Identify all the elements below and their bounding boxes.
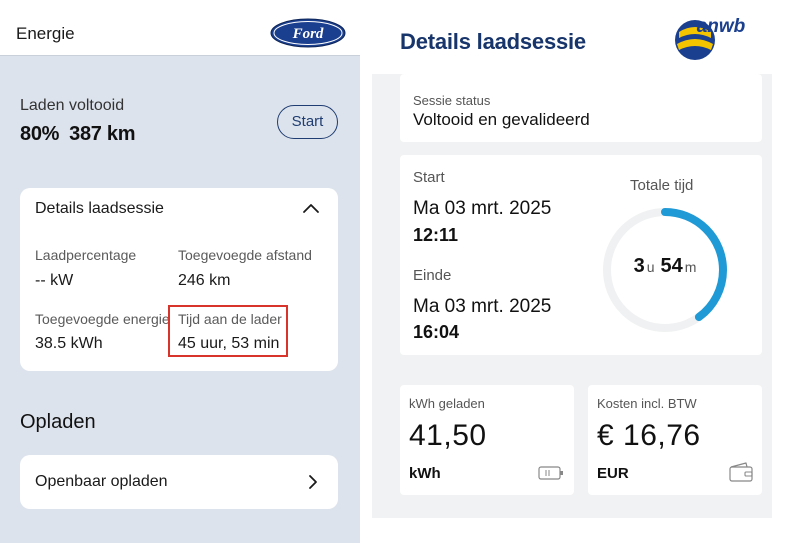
highlight-box — [168, 305, 288, 357]
details-card: Details laadsessie Laadpercentage -- kW … — [20, 188, 338, 371]
details-card-title: Details laadsessie — [35, 200, 164, 217]
cost-value: € 16,76 — [597, 419, 701, 452]
ring-progress — [603, 208, 727, 332]
cell-value-added-range: 246 km — [178, 272, 231, 289]
anwb-panel: Details laadsessie anwb Sessie status Vo… — [360, 0, 800, 543]
cost-card: Kosten incl. BTW € 16,76 EUR — [588, 385, 762, 495]
anwb-logo: anwb — [675, 16, 746, 60]
total-minutes-unit: m — [684, 259, 697, 275]
charging-section-title: Opladen — [20, 411, 96, 433]
anwb-logo-text: anwb — [697, 16, 746, 37]
start-button[interactable]: Start — [277, 105, 338, 139]
ford-logo-text: Ford — [292, 26, 324, 42]
chevron-right-icon — [309, 475, 317, 489]
total-time-ring — [603, 208, 727, 332]
page-title: Details laadsessie — [400, 29, 586, 54]
charge-status-label: Laden voltooid — [20, 97, 125, 114]
ford-panel: Energie Ford Laden voltooid 80% 387 km St… — [0, 0, 360, 543]
session-status-value: Voltooid en gevalideerd — [413, 110, 590, 129]
session-status-card: Sessie status Voltooid en gevalideerd — [400, 74, 762, 142]
cost-unit: EUR — [597, 465, 629, 482]
session-times-card: Start Ma 03 mrt. 2025 12:11 Einde Ma 03 … — [400, 155, 762, 355]
ford-header: Energie Ford — [0, 0, 360, 56]
cell-value-charge-rate: -- kW — [35, 272, 74, 289]
kwh-card: kWh geladen 41,50 kWh — [400, 385, 574, 495]
header-title: Energie — [16, 24, 75, 43]
start-time: 12:11 — [413, 225, 459, 245]
end-time: 16:04 — [413, 322, 460, 342]
public-charging-label: Openbaar opladen — [35, 473, 168, 490]
end-date: Ma 03 mrt. 2025 — [413, 296, 552, 317]
ford-logo: Ford — [270, 18, 346, 48]
end-label: Einde — [413, 267, 452, 284]
total-minutes: 54 — [660, 255, 683, 277]
cell-label-charge-rate: Laadpercentage — [35, 247, 137, 263]
total-time-value: 3 u 54 m — [600, 255, 730, 278]
cell-value-time-at-charger: 45 uur, 53 min — [178, 335, 280, 352]
start-label: Start — [413, 169, 445, 186]
battery-icon — [538, 466, 563, 480]
range-value: 387 km — [69, 123, 136, 145]
session-status-label: Sessie status — [413, 93, 491, 108]
battery-percent: 80% — [20, 123, 60, 145]
kwh-unit: kWh — [409, 465, 441, 482]
cell-label-time-at-charger: Tijd aan de lader — [178, 311, 282, 327]
total-hours-unit: u — [646, 259, 655, 275]
kwh-value: 41,50 — [409, 419, 487, 452]
session-body: Sessie status Voltooid en gevalideerd St… — [372, 74, 772, 518]
cell-label-added-range: Toegevoegde afstand — [178, 247, 312, 263]
chevron-up-icon[interactable] — [302, 202, 320, 214]
total-time-label: Totale tijd — [630, 177, 694, 194]
cell-label-added-energy: Toegevoegde energie — [35, 311, 170, 327]
kwh-label: kWh geladen — [409, 396, 485, 411]
charge-status-values: 80% 387 km — [20, 123, 135, 146]
cost-label: Kosten incl. BTW — [597, 396, 697, 411]
wallet-icon — [729, 462, 753, 482]
cell-value-added-energy: 38.5 kWh — [35, 335, 103, 352]
total-hours: 3 — [633, 255, 645, 277]
public-charging-row[interactable]: Openbaar opladen — [20, 455, 338, 509]
start-date: Ma 03 mrt. 2025 — [413, 198, 552, 219]
